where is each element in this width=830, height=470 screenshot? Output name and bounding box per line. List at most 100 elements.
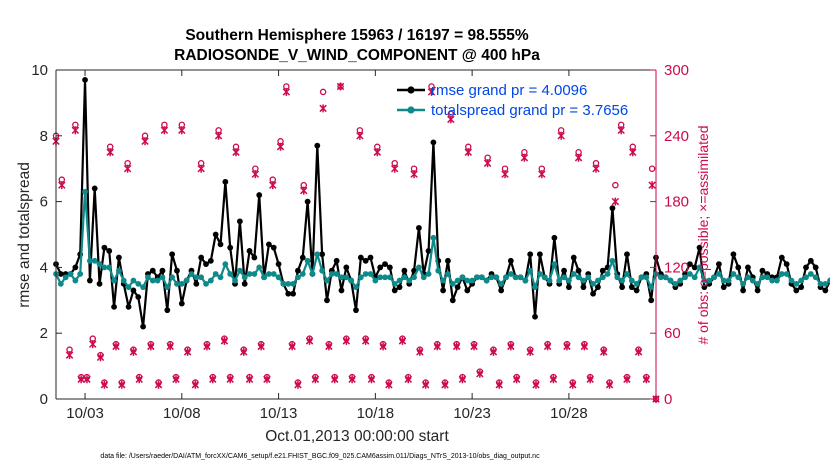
totalspread-point <box>57 280 64 287</box>
totalspread-point <box>822 280 829 287</box>
legend-rmse-label: rmse grand pr = 4.0096 <box>431 82 587 99</box>
obs-assimilated-point <box>356 131 364 140</box>
chart-title: Southern Hemisphere 15963 / 16197 = 98.5… <box>185 27 529 44</box>
obs-assimilated-point <box>172 375 180 384</box>
totalspread-point <box>169 274 176 281</box>
totalspread-point <box>149 277 156 284</box>
x-axis-label: Oct.01,2013 00:00:00 start <box>265 428 449 445</box>
obs-assimilated-point <box>464 148 472 157</box>
totalspread-point <box>382 274 388 281</box>
totalspread-point <box>324 277 330 284</box>
obs-assimilated-point <box>634 347 643 356</box>
obs-assimilated-point <box>311 375 320 384</box>
rmse-point <box>807 257 814 264</box>
rmse-point <box>561 267 567 274</box>
totalspread-point <box>464 277 471 284</box>
totalspread-point <box>362 271 369 277</box>
rmse-point <box>91 185 98 192</box>
obs-assimilated-point <box>58 181 66 190</box>
totalspread-point <box>72 277 79 284</box>
totalspread-point <box>290 280 296 287</box>
rmse-point <box>367 254 374 261</box>
obs-assimilated-point <box>617 126 625 135</box>
rmse-point <box>164 307 171 314</box>
totalspread-point <box>304 257 311 264</box>
obs-assimilated-point <box>642 375 651 384</box>
rmse-point <box>595 284 601 291</box>
totalspread-point <box>164 284 171 291</box>
obs-assimilated-point <box>483 159 492 168</box>
obs-count-layer <box>52 82 660 403</box>
obs-assimilated-point <box>532 380 540 389</box>
obs-assimilated-point <box>348 375 356 384</box>
totalspread-point <box>222 261 229 268</box>
totalspread-point <box>193 274 200 281</box>
rmse-point <box>803 264 809 271</box>
obs-assimilated-point <box>263 375 271 384</box>
obs-assimilated-point <box>629 148 637 157</box>
obs-possible-point <box>612 181 619 189</box>
rmse-point <box>798 284 805 291</box>
totalspread-point <box>778 271 785 277</box>
totalspread-point <box>507 271 514 277</box>
obs-assimilated-point <box>71 126 80 135</box>
totalspread-point <box>798 277 805 284</box>
rmse-point <box>290 290 296 297</box>
totalspread-point <box>667 277 674 284</box>
obs-assimilated-point <box>112 342 120 351</box>
totalspread-point <box>449 280 456 287</box>
rmse-point <box>754 287 761 294</box>
totalspread-point <box>532 284 538 291</box>
obs-assimilated-point <box>512 375 521 384</box>
totalspread-point <box>130 277 137 284</box>
obs-assimilated-point <box>379 342 387 351</box>
totalspread-point <box>198 274 205 281</box>
totalspread-point <box>701 277 708 284</box>
obs-assimilated-point <box>154 380 163 389</box>
rmse-point <box>696 244 703 251</box>
totalspread-point <box>295 274 301 281</box>
obs-assimilated-point <box>390 164 399 173</box>
y-right-tick-label: 300 <box>664 62 689 79</box>
rmse-point <box>212 231 219 238</box>
obs-assimilated-point <box>336 82 345 91</box>
totalspread-point <box>769 277 776 284</box>
rmse-point <box>445 257 451 264</box>
totalspread-point <box>764 274 771 281</box>
obs-assimilated-point <box>361 336 370 345</box>
obs-assimilated-point <box>416 347 424 356</box>
totalspread-point <box>609 257 616 264</box>
obs-assimilated-point <box>623 375 631 384</box>
y-tick-label: 4 <box>40 259 48 276</box>
rmse-point <box>256 192 263 198</box>
rmse-point <box>430 139 437 146</box>
rmse-point <box>425 248 432 254</box>
rmse-point <box>270 244 277 251</box>
totalspread-point <box>454 277 461 284</box>
rmse-point <box>178 300 185 307</box>
rmse-point <box>304 198 311 205</box>
obs-assimilated-point <box>166 342 174 351</box>
rmse-point <box>778 254 785 261</box>
obs-assimilated-point <box>648 181 656 190</box>
obs-assimilated-point <box>160 126 169 135</box>
totalspread-point <box>575 274 582 281</box>
rmse-point <box>241 280 248 287</box>
totalspread-point <box>619 277 626 284</box>
legend-spread-label: totalspread grand pr = 3.7656 <box>431 102 628 119</box>
obs-assimilated-point <box>592 164 600 173</box>
rmse-point <box>236 218 243 225</box>
totalspread-point <box>599 274 606 281</box>
rmse-point <box>648 297 655 304</box>
rmse-point <box>599 267 606 274</box>
rmse-point <box>416 225 422 231</box>
rmse-point <box>624 251 630 258</box>
totalspread-point <box>420 274 427 281</box>
totalspread-point <box>774 277 780 284</box>
y-tick-label: 2 <box>40 325 48 342</box>
y-right-tick-label: 120 <box>664 259 689 276</box>
obs-assimilated-point <box>147 342 155 351</box>
rmse-point <box>314 142 321 149</box>
totalspread-point <box>111 277 117 284</box>
rmse-point <box>812 264 819 271</box>
